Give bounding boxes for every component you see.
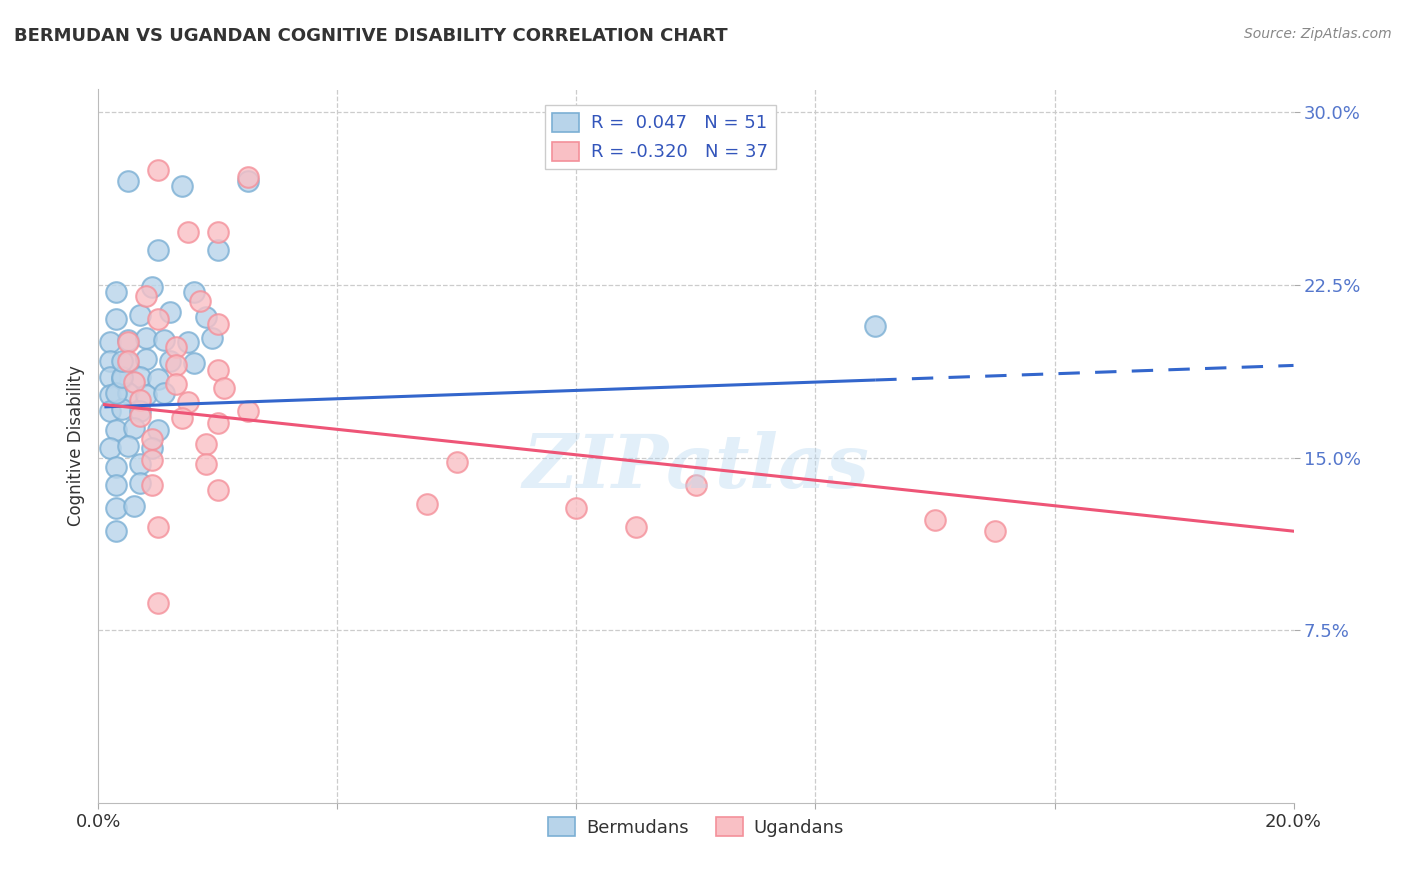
- Point: [129, 308, 152, 322]
- Point: [148, 519, 170, 533]
- Point: [98, 354, 122, 368]
- Point: [117, 333, 139, 347]
- Point: [172, 411, 194, 425]
- Point: [236, 169, 259, 184]
- Point: [177, 225, 200, 239]
- Point: [98, 442, 122, 456]
- Point: [105, 312, 128, 326]
- Point: [201, 331, 224, 345]
- Point: [165, 359, 187, 373]
- Point: [159, 354, 181, 368]
- Point: [117, 174, 139, 188]
- Point: [416, 497, 439, 511]
- Point: [98, 404, 122, 418]
- Point: [685, 478, 707, 492]
- Point: [148, 372, 170, 386]
- Point: [117, 354, 139, 368]
- Point: [165, 376, 187, 391]
- Point: [148, 595, 170, 609]
- Point: [124, 375, 146, 389]
- Legend: Bermudans, Ugandans: Bermudans, Ugandans: [541, 809, 851, 844]
- Text: Source: ZipAtlas.com: Source: ZipAtlas.com: [1244, 27, 1392, 41]
- Point: [177, 395, 200, 409]
- Point: [141, 280, 163, 294]
- Text: BERMUDAN VS UGANDAN COGNITIVE DISABILITY CORRELATION CHART: BERMUDAN VS UGANDAN COGNITIVE DISABILITY…: [14, 27, 728, 45]
- Point: [129, 404, 152, 418]
- Point: [124, 499, 146, 513]
- Point: [865, 319, 887, 334]
- Point: [141, 442, 163, 456]
- Point: [141, 478, 163, 492]
- Point: [129, 370, 152, 384]
- Point: [135, 351, 157, 366]
- Point: [105, 285, 128, 299]
- Point: [111, 354, 134, 368]
- Point: [148, 162, 170, 177]
- Point: [98, 335, 122, 350]
- Point: [626, 519, 648, 533]
- Point: [105, 524, 128, 538]
- Point: [117, 386, 139, 401]
- Point: [117, 335, 139, 350]
- Point: [129, 409, 152, 423]
- Point: [236, 404, 259, 418]
- Point: [153, 386, 176, 401]
- Point: [129, 475, 152, 490]
- Point: [207, 225, 229, 239]
- Point: [183, 285, 205, 299]
- Point: [207, 416, 229, 430]
- Text: ZIPatlas: ZIPatlas: [523, 431, 869, 504]
- Point: [188, 293, 211, 308]
- Point: [165, 340, 187, 354]
- Point: [105, 386, 128, 401]
- Point: [117, 356, 139, 370]
- Point: [195, 310, 218, 324]
- Point: [565, 501, 588, 516]
- Point: [111, 402, 134, 417]
- Point: [446, 455, 468, 469]
- Point: [105, 423, 128, 437]
- Point: [98, 370, 122, 384]
- Point: [111, 372, 134, 386]
- Point: [129, 392, 152, 407]
- Point: [148, 423, 170, 437]
- Point: [141, 432, 163, 446]
- Point: [135, 331, 157, 345]
- Point: [159, 305, 181, 319]
- Point: [141, 452, 163, 467]
- Point: [117, 439, 139, 453]
- Point: [135, 388, 157, 402]
- Point: [129, 458, 152, 472]
- Point: [148, 244, 170, 258]
- Point: [183, 356, 205, 370]
- Y-axis label: Cognitive Disability: Cognitive Disability: [66, 366, 84, 526]
- Point: [212, 381, 235, 395]
- Point: [98, 388, 122, 402]
- Point: [148, 312, 170, 326]
- Point: [207, 244, 229, 258]
- Point: [105, 459, 128, 474]
- Point: [236, 174, 259, 188]
- Point: [153, 333, 176, 347]
- Point: [984, 524, 1007, 538]
- Point: [207, 363, 229, 377]
- Point: [207, 317, 229, 331]
- Point: [105, 478, 128, 492]
- Point: [111, 370, 134, 384]
- Point: [195, 458, 218, 472]
- Point: [172, 178, 194, 193]
- Point: [207, 483, 229, 497]
- Point: [124, 420, 146, 434]
- Point: [105, 501, 128, 516]
- Point: [924, 513, 946, 527]
- Point: [135, 289, 157, 303]
- Point: [195, 436, 218, 450]
- Point: [177, 335, 200, 350]
